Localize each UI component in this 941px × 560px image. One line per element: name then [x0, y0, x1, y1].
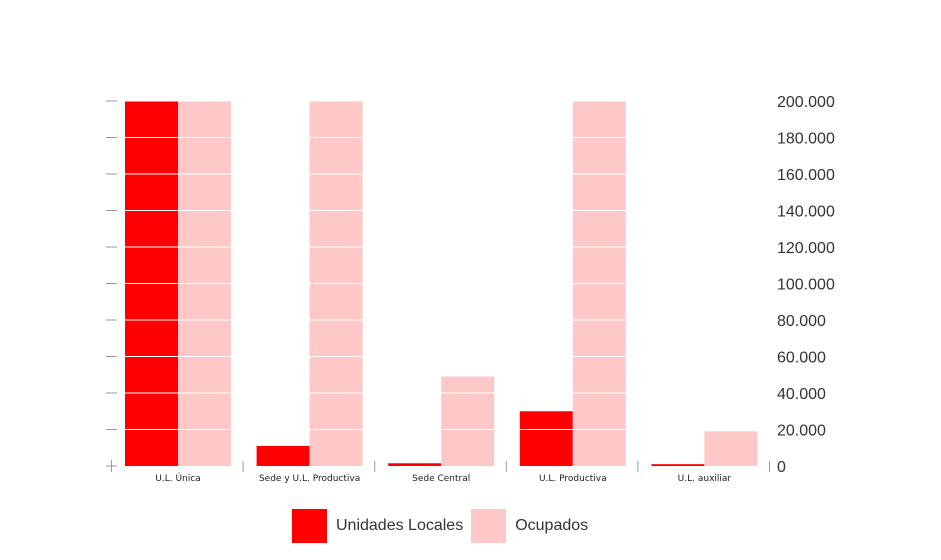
axes-layer: [106, 100, 770, 472]
x-category-label-0: U.L. Única: [155, 472, 200, 484]
bar-unidades-locales-4: [651, 464, 705, 466]
y-tick-label-9: 180.000: [777, 131, 835, 148]
legend-item-unidades-locales: Unidades Locales: [292, 509, 463, 543]
x-category-label-4: U.L. auxiliar: [678, 474, 732, 484]
x-axis-category-labels: U.L. Única Sede y U.L. Productiva Sede Cen…: [155, 472, 731, 484]
y-tick-label-0: 0: [777, 459, 786, 476]
x-category-label-3: U.L. Productiva: [539, 474, 607, 484]
y-tick-label-2: 40.000: [777, 386, 826, 403]
x-category-label-2: Sede Central: [412, 474, 470, 484]
bar-unidades-locales-3: [519, 411, 573, 466]
y-tick-label-8: 160.000: [777, 167, 835, 184]
legend-swatch-ocupados: [471, 509, 507, 543]
gridlines: [112, 100, 770, 430]
bar-unidades-locales-1: [256, 445, 310, 466]
y-tick-label-10: 200.000: [777, 94, 835, 111]
y-tick-label-6: 120.000: [777, 240, 835, 257]
y-tick-label-3: 60.000: [777, 350, 826, 367]
y-tick-label-4: 80.000: [777, 313, 826, 330]
y-axis-tick-labels: 0 20.000 40.000 60.000 80.000 100.000 120.000 1…: [777, 94, 835, 476]
bar-ocupados-2: [441, 376, 495, 466]
bar-ocupados-4: [704, 431, 758, 466]
legend-swatch-unidades-locales: [292, 509, 327, 543]
legend-item-ocupados: Ocupados: [471, 509, 588, 543]
legend-label-unidades-locales: Unidades Locales: [336, 517, 464, 534]
legend: Unidades Locales Ocupados: [292, 509, 596, 543]
y-tick-label-5: 100.000: [777, 277, 835, 294]
y-tick-label-1: 20.000: [777, 423, 826, 440]
x-category-label-1: Sede y U.L. Productiva: [259, 474, 360, 484]
bar-unidades-locales-2: [388, 463, 442, 466]
y-tick-label-7: 140.000: [777, 204, 835, 221]
legend-label-ocupados: Ocupados: [515, 517, 589, 534]
